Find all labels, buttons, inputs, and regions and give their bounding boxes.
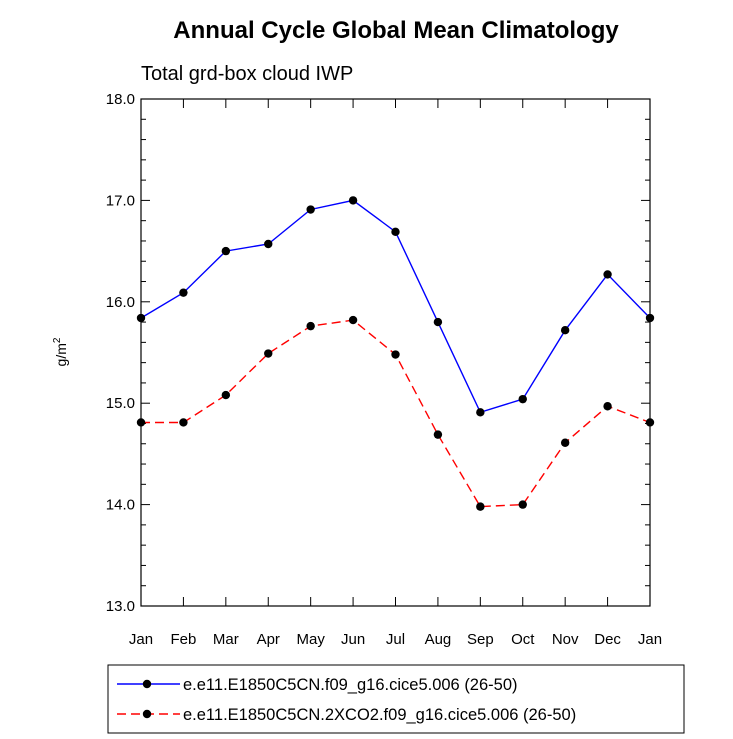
series-1-point xyxy=(221,246,231,256)
series-2-point xyxy=(136,418,146,427)
x-tick-label: Jun xyxy=(341,631,365,648)
series-1-point xyxy=(179,288,188,297)
y-tick-label: 17.0 xyxy=(106,192,135,209)
x-tick-label: May xyxy=(296,631,325,648)
x-tick-label: Apr xyxy=(257,631,280,648)
series-2-point xyxy=(518,500,527,509)
series-1-point xyxy=(476,408,485,417)
x-tick-labels: Jan Feb Mar Apr May Jun Jul Aug Sep Oct Nov Dec Jan xyxy=(129,631,662,648)
series-2-point xyxy=(221,390,231,400)
plot-axes xyxy=(140,98,651,607)
y-tick-labels: 13.0 14.0 15.0 16.0 17.0 18.0 xyxy=(106,91,135,615)
legend-marker-2 xyxy=(142,709,152,719)
series-2-point xyxy=(264,349,273,358)
series-2-point xyxy=(348,315,358,325)
series-1-point xyxy=(264,239,273,249)
series-1-point xyxy=(433,317,443,327)
series-2-point xyxy=(560,438,570,447)
legend-label-2: e.e11.E1850C5CN.2XCO2.f09_g16.cice5.006 … xyxy=(183,706,576,724)
legend-marker-1 xyxy=(142,679,152,689)
x-tick-label: Sep xyxy=(467,631,494,648)
x-tick-label: Dec xyxy=(594,631,621,648)
x-tick-label: Nov xyxy=(552,631,579,648)
series-line-2 xyxy=(141,319,651,508)
y-tick-label: 14.0 xyxy=(106,497,135,514)
series-1-point xyxy=(306,205,315,214)
legend-label-1: e.e11.E1850C5CN.f09_g16.cice5.006 (26-50… xyxy=(183,676,518,694)
series-2-point xyxy=(645,418,655,427)
y-axis-label-superscript: 2 xyxy=(52,337,63,343)
x-tick-label: Feb xyxy=(170,631,196,648)
series-1-point xyxy=(518,394,527,404)
series-1-point xyxy=(348,196,358,205)
y-tick-label: 16.0 xyxy=(106,294,135,311)
series-2-point xyxy=(391,350,400,359)
x-tick-label: Jan xyxy=(638,631,662,648)
chart-title: Annual Cycle Global Mean Climatology xyxy=(173,17,619,44)
y-tick-label: 13.0 xyxy=(106,598,135,615)
series-2-point xyxy=(433,430,443,439)
y-tick-label: 15.0 xyxy=(106,395,135,412)
x-tick-label: Aug xyxy=(425,631,452,648)
x-tick-label: Jan xyxy=(129,631,153,648)
series-markers xyxy=(136,196,655,511)
series-2-point xyxy=(306,321,315,331)
y-axis-label-base: g/m xyxy=(53,343,69,366)
series-2-point xyxy=(476,502,485,511)
y-tick-label: 18.0 xyxy=(106,91,135,108)
legend-box xyxy=(107,664,685,734)
x-tick-label: Mar xyxy=(213,631,239,648)
series-1-point xyxy=(603,270,612,279)
series-1-point xyxy=(645,313,655,323)
x-tick-label: Oct xyxy=(511,631,535,648)
x-tick-label: Jul xyxy=(386,631,405,648)
series-2-point xyxy=(603,402,612,411)
y-axis-label: g/m2 xyxy=(52,337,69,366)
series-1-point xyxy=(136,313,146,323)
series-2-point xyxy=(179,418,188,427)
legend: e.e11.E1850C5CN.f09_g16.cice5.006 (26-50… xyxy=(107,664,685,734)
series-1-point xyxy=(560,325,570,335)
series-1-point xyxy=(391,227,400,237)
chart-subtitle: Total grd-box cloud IWP xyxy=(141,63,353,85)
